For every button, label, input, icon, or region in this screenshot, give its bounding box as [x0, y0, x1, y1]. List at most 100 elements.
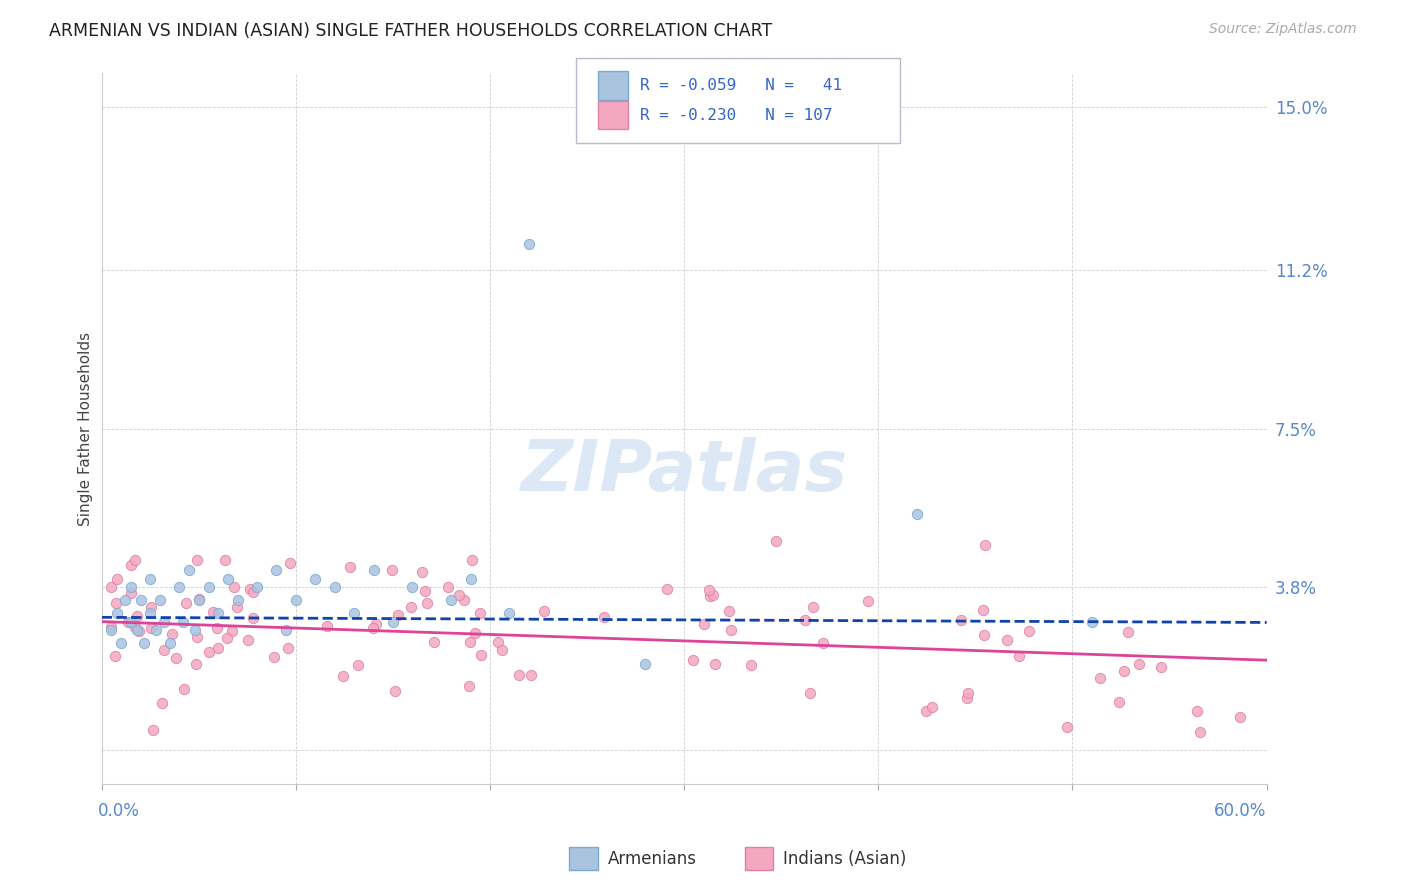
Point: [186, 630, 208, 644]
Point: [486, 635, 509, 649]
Point: [128, 624, 150, 638]
Point: [139, 572, 162, 586]
Text: Source: ZipAtlas.com: Source: ZipAtlas.com: [1209, 22, 1357, 37]
Point: [110, 636, 132, 650]
Point: [100, 580, 122, 594]
Point: [703, 657, 725, 671]
Point: [242, 585, 264, 599]
Point: [323, 580, 346, 594]
Point: [284, 593, 307, 607]
Point: [347, 657, 370, 672]
Point: [165, 650, 187, 665]
Point: [682, 652, 704, 666]
Point: [304, 572, 326, 586]
Point: [120, 558, 142, 572]
Point: [339, 560, 361, 574]
Point: [1128, 657, 1150, 671]
Point: [127, 608, 149, 623]
Text: ARMENIAN VS INDIAN (ASIAN) SINGLE FATHER HOUSEHOLDS CORRELATION CHART: ARMENIAN VS INDIAN (ASIAN) SINGLE FATHER…: [49, 22, 772, 40]
Point: [226, 600, 249, 615]
Point: [1081, 615, 1104, 629]
Point: [246, 580, 269, 594]
Point: [363, 563, 385, 577]
Point: [1150, 660, 1173, 674]
Point: [160, 627, 183, 641]
Point: [956, 690, 979, 705]
Point: [1108, 695, 1130, 709]
Point: [277, 640, 299, 655]
Point: [657, 582, 679, 596]
Point: [205, 622, 228, 636]
Point: [100, 623, 122, 637]
Point: [699, 589, 721, 603]
Point: [915, 704, 938, 718]
Point: [361, 621, 384, 635]
Point: [173, 682, 195, 697]
Point: [921, 700, 943, 714]
Point: [416, 596, 439, 610]
Point: [159, 636, 181, 650]
Point: [207, 640, 229, 655]
Text: Armenians: Armenians: [607, 849, 696, 868]
Point: [387, 607, 409, 622]
Point: [100, 620, 122, 634]
Point: [184, 657, 207, 672]
Point: [440, 593, 463, 607]
Point: [401, 580, 423, 594]
Text: 60.0%: 60.0%: [1215, 802, 1267, 820]
Point: [266, 563, 288, 577]
Point: [399, 600, 422, 615]
Point: [423, 635, 446, 649]
Point: [905, 508, 928, 522]
Point: [491, 643, 513, 657]
Point: [702, 588, 724, 602]
Point: [105, 596, 128, 610]
Point: [1088, 672, 1111, 686]
Point: [453, 592, 475, 607]
Point: [142, 723, 165, 737]
Text: R = -0.059   N =   41: R = -0.059 N = 41: [640, 78, 842, 93]
Point: [343, 606, 366, 620]
Point: [105, 606, 128, 620]
Point: [801, 600, 824, 615]
Point: [214, 552, 236, 566]
Point: [224, 581, 246, 595]
Point: [449, 588, 471, 602]
Point: [1112, 664, 1135, 678]
Point: [242, 611, 264, 625]
Point: [693, 616, 716, 631]
Point: [384, 684, 406, 698]
Point: [468, 607, 491, 621]
Point: [381, 563, 404, 577]
Point: [794, 613, 817, 627]
Point: [1008, 649, 1031, 664]
Point: [520, 667, 543, 681]
Point: [105, 572, 128, 586]
Point: [856, 594, 879, 608]
Point: [1229, 710, 1251, 724]
Point: [124, 620, 146, 634]
Point: [381, 615, 404, 629]
Point: [799, 686, 821, 700]
Point: [202, 605, 225, 619]
Point: [226, 593, 249, 607]
Point: [149, 593, 172, 607]
Point: [120, 615, 142, 629]
Point: [263, 649, 285, 664]
Point: [436, 580, 458, 594]
Point: [316, 619, 339, 633]
Point: [1188, 725, 1211, 739]
Point: [124, 553, 146, 567]
Point: [1185, 704, 1208, 718]
Point: [153, 615, 176, 629]
Point: [186, 552, 208, 566]
Point: [169, 580, 191, 594]
Point: [179, 563, 201, 577]
Point: [172, 615, 194, 629]
Point: [508, 668, 530, 682]
Point: [184, 623, 207, 637]
Point: [103, 649, 125, 664]
Point: [956, 686, 979, 700]
Point: [498, 606, 520, 620]
Point: [458, 679, 481, 693]
